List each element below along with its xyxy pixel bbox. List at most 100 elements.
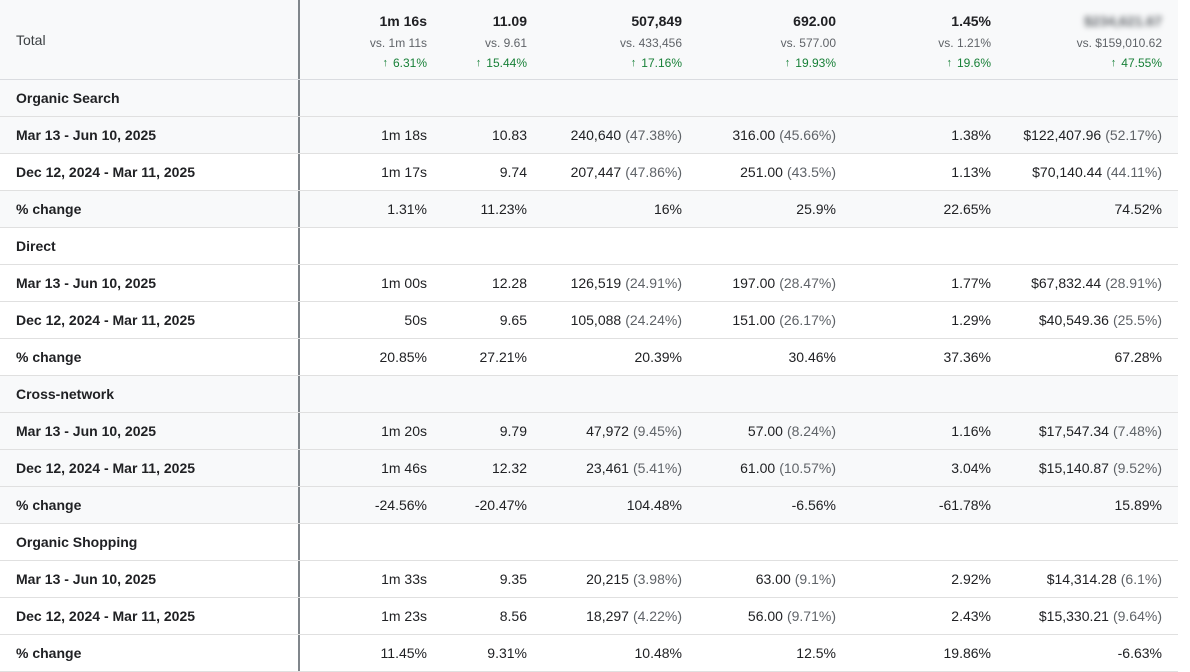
table-row: Dec 12, 2024 - Mar 11, 2025 1m 23s 8.56 … — [0, 598, 1178, 635]
metric-cell: 11.45% — [380, 645, 427, 661]
metric-cell: 12.28 — [491, 275, 527, 291]
metric-cell: 56.00 (9.71%) — [747, 608, 836, 624]
metric-cell: 74.52% — [1114, 201, 1162, 217]
arrow-up-icon: ↑ — [1110, 57, 1117, 69]
metric-cell: -24.56% — [374, 497, 427, 513]
metric-cell: 11.23% — [480, 201, 527, 217]
metric-cell: 12.5% — [796, 645, 836, 661]
totals-label: Total — [0, 0, 300, 79]
metric-cell: 20.85% — [379, 349, 427, 365]
total-change: ↑ 15.44% — [475, 56, 527, 70]
metric-cell: $40,549.36 (25.5%) — [1038, 312, 1162, 328]
total-value: 1.45% — [951, 13, 991, 29]
metric-cell: 10.48% — [634, 645, 682, 661]
metric-cell: 251.00 (43.5%) — [740, 164, 836, 180]
metric-cell: 1m 46s — [381, 460, 427, 476]
metric-cell: 22.65% — [943, 201, 991, 217]
metric-cell: 316.00 (45.66%) — [732, 127, 836, 143]
metric-cell: 9.31% — [487, 645, 527, 661]
percent-change-label: % change — [0, 635, 300, 671]
metric-cell: 47,972 (9.45%) — [586, 423, 682, 439]
metric-cell: 240,640 (47.38%) — [570, 127, 682, 143]
metric-cell: 10.83 — [491, 127, 527, 143]
metric-cell: 1m 23s — [381, 608, 427, 624]
metric-cell: 207,447 (47.86%) — [570, 164, 682, 180]
total-change: ↑ 17.16% — [630, 56, 682, 70]
metric-cell: 1.31% — [387, 201, 427, 217]
metric-cell: 25.9% — [796, 201, 836, 217]
date-range-label: Dec 12, 2024 - Mar 11, 2025 — [0, 598, 300, 634]
metric-cell: 126,519 (24.91%) — [570, 275, 682, 291]
metric-cell: 19.86% — [943, 645, 991, 661]
date-range-label: Mar 13 - Jun 10, 2025 — [0, 561, 300, 597]
metric-cell: 57.00 (8.24%) — [747, 423, 836, 439]
total-previous-value: vs. 1m 11s — [369, 36, 427, 50]
total-column-1: 1m 16s vs. 1m 11s ↑ 6.31% — [300, 0, 427, 79]
total-column-2: 11.09 vs. 9.61 ↑ 15.44% — [427, 0, 527, 79]
totals-row: Total 1m 16s vs. 1m 11s ↑ 6.31% 11.09 vs.… — [0, 0, 1178, 80]
metric-cell: 1.38% — [951, 127, 991, 143]
total-previous-value: vs. 9.61 — [484, 36, 527, 50]
metric-cell: 63.00 (9.1%) — [755, 571, 836, 587]
percent-change-label: % change — [0, 487, 300, 523]
percent-change-row: % change 1.31% 11.23% 16% 25.9% 22.65% 7… — [0, 191, 1178, 228]
metric-cell: 12.32 — [491, 460, 527, 476]
total-value: 692.00 — [793, 13, 836, 29]
percent-change-row: % change 20.85% 27.21% 20.39% 30.46% 37.… — [0, 339, 1178, 376]
arrow-up-icon: ↑ — [630, 57, 637, 69]
metric-cell: $14,314.28 (6.1%) — [1046, 571, 1162, 587]
metric-cell: 16% — [653, 201, 682, 217]
metric-cell: 37.36% — [943, 349, 991, 365]
total-value-redacted: $234,621.67 — [1084, 13, 1162, 29]
total-column-5: 1.45% vs. 1.21% ↑ 19.6% — [836, 0, 991, 79]
date-range-label: Mar 13 - Jun 10, 2025 — [0, 117, 300, 153]
metric-cell: 18,297 (4.22%) — [586, 608, 682, 624]
table-row: Dec 12, 2024 - Mar 11, 2025 50s 9.65 105… — [0, 302, 1178, 339]
metric-cell: 9.79 — [499, 423, 527, 439]
table-row: Dec 12, 2024 - Mar 11, 2025 1m 46s 12.32… — [0, 450, 1178, 487]
metric-cell: -61.78% — [938, 497, 991, 513]
metric-cell: 151.00 (26.17%) — [732, 312, 836, 328]
arrow-up-icon: ↑ — [475, 57, 482, 69]
total-column-4: 692.00 vs. 577.00 ↑ 19.93% — [682, 0, 836, 79]
metric-cell: 15.89% — [1114, 497, 1162, 513]
total-column-6: $234,621.67 vs. $159,010.62 ↑ 47.55% — [991, 0, 1162, 79]
metric-cell: -20.47% — [474, 497, 527, 513]
metric-cell: 3.04% — [951, 460, 991, 476]
metric-cell: 1.29% — [951, 312, 991, 328]
metric-cell: 1m 17s — [381, 164, 427, 180]
metric-cell: 50s — [404, 312, 427, 328]
metric-cell: 105,088 (24.24%) — [570, 312, 682, 328]
date-range-label: Mar 13 - Jun 10, 2025 — [0, 265, 300, 301]
table-row: Mar 13 - Jun 10, 2025 1m 18s 10.83 240,6… — [0, 117, 1178, 154]
total-value: 507,849 — [631, 13, 682, 29]
metric-cell: 1.77% — [951, 275, 991, 291]
metric-cell: $15,140.87 (9.52%) — [1038, 460, 1162, 476]
arrow-up-icon: ↑ — [784, 57, 791, 69]
metric-cell: 67.28% — [1114, 349, 1162, 365]
percent-change-row: % change 11.45% 9.31% 10.48% 12.5% 19.86… — [0, 635, 1178, 672]
total-value: 11.09 — [492, 13, 527, 29]
metric-cell: 1m 00s — [381, 275, 427, 291]
metric-cell: $17,547.34 (7.48%) — [1038, 423, 1162, 439]
metric-cell: 20,215 (3.98%) — [586, 571, 682, 587]
total-value: 1m 16s — [379, 13, 427, 29]
channel-group-name: Direct — [0, 228, 300, 264]
total-previous-value: vs. 577.00 — [780, 36, 836, 50]
total-column-3: 507,849 vs. 433,456 ↑ 17.16% — [527, 0, 682, 79]
metric-cell: -6.56% — [791, 497, 836, 513]
metric-cell: 23,461 (5.41%) — [586, 460, 682, 476]
group-header-row: Direct — [0, 228, 1178, 265]
metric-cell: 8.56 — [499, 608, 527, 624]
metric-cell: 27.21% — [479, 349, 527, 365]
metric-cell: 104.48% — [626, 497, 682, 513]
arrow-up-icon: ↑ — [382, 57, 388, 69]
metric-cell: 1.13% — [951, 164, 991, 180]
metric-cell: $67,832.44 (28.91%) — [1031, 275, 1162, 291]
metric-cell: 1m 18s — [381, 127, 427, 143]
total-change: ↑ 6.31% — [382, 56, 427, 70]
percent-change-label: % change — [0, 191, 300, 227]
metric-cell: 20.39% — [634, 349, 682, 365]
table-row: Mar 13 - Jun 10, 2025 1m 33s 9.35 20,215… — [0, 561, 1178, 598]
